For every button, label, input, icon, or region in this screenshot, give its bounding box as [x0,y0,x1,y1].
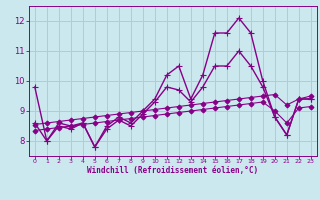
X-axis label: Windchill (Refroidissement éolien,°C): Windchill (Refroidissement éolien,°C) [87,166,258,175]
